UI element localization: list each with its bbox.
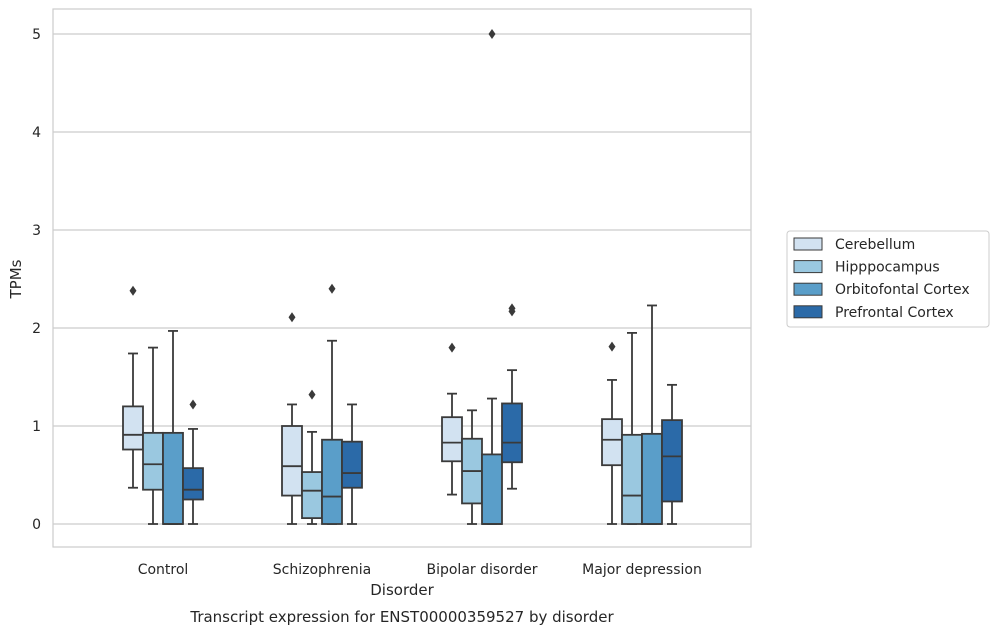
box-3-2	[501, 303, 523, 490]
legend: Cerebellum Hipppocampus Orbitofontal Corte…	[786, 230, 990, 328]
legend-swatch	[793, 237, 823, 251]
boxes	[122, 29, 683, 525]
box-body	[162, 431, 184, 525]
plot-frame	[52, 8, 752, 548]
box-2-2	[481, 29, 503, 525]
box-0-2	[441, 342, 463, 496]
legend-label: Cerebellum	[835, 237, 915, 253]
legend-label: Prefrontal Cortex	[835, 305, 954, 321]
box-1-0	[142, 346, 164, 525]
box-1-2	[461, 409, 483, 525]
y-tick-label: 4	[32, 125, 41, 141]
box-body	[601, 418, 623, 467]
outlier-point	[308, 389, 316, 400]
box-2-3	[641, 304, 663, 525]
y-tick-label: 1	[32, 419, 41, 435]
outlier-point	[129, 285, 137, 296]
box-body	[481, 453, 503, 525]
box-body	[501, 402, 523, 464]
x-tick-labels: Control Schizophrenia Bipolar disorder Majo…	[138, 562, 702, 578]
legend-label: Orbitofontal Cortex	[835, 282, 970, 298]
y-tick-label: 5	[32, 27, 41, 43]
box-body	[142, 431, 164, 491]
box-body	[301, 471, 323, 520]
y-tick-label: 3	[32, 223, 41, 239]
box-1-1	[301, 389, 323, 525]
box-body	[281, 425, 303, 497]
x-axis-label: Disorder	[370, 581, 434, 599]
chart-title: Transcript expression for ENST0000035952…	[189, 608, 614, 626]
outlier-point	[328, 283, 336, 294]
box-body	[641, 432, 663, 525]
outlier-point	[488, 29, 496, 39]
x-tick-label: Schizophrenia	[273, 562, 371, 578]
legend-swatch	[793, 282, 823, 296]
outlier-point	[189, 399, 197, 410]
y-tick-label: 0	[32, 517, 41, 533]
outlier-point	[608, 341, 616, 352]
outlier-point	[448, 342, 456, 353]
box-body	[621, 433, 643, 525]
box-body	[661, 419, 683, 503]
box-body	[182, 467, 204, 501]
box-0-1	[281, 312, 303, 525]
x-tick-label: Bipolar disorder	[426, 562, 537, 578]
box-0-0	[122, 285, 144, 489]
box-2-1	[321, 283, 343, 525]
box-3-3	[661, 383, 683, 525]
legend-swatch	[793, 260, 823, 274]
outlier-point	[288, 312, 296, 323]
x-tick-label: Major depression	[582, 562, 702, 578]
box-body	[441, 416, 463, 463]
legend-label: Hipppocampus	[835, 260, 940, 276]
box-body	[341, 440, 363, 489]
box-0-3	[601, 341, 623, 525]
y-axis-label: TPMs	[7, 259, 25, 299]
legend-items: Cerebellum Hipppocampus Orbitofontal Corte…	[793, 237, 970, 321]
box-3-0	[182, 399, 204, 525]
box-body	[122, 405, 144, 451]
y-tick-labels: 0 1 2 3 4 5	[32, 27, 41, 533]
legend-swatch	[793, 305, 823, 319]
box-2-0	[162, 330, 184, 525]
legend-frame	[786, 230, 990, 328]
box-body	[321, 438, 343, 525]
box-3-1	[341, 403, 363, 525]
y-tick-label: 2	[32, 321, 41, 337]
x-tick-label: Control	[138, 562, 189, 578]
outlier-point	[508, 303, 516, 314]
box-1-3	[621, 331, 643, 525]
